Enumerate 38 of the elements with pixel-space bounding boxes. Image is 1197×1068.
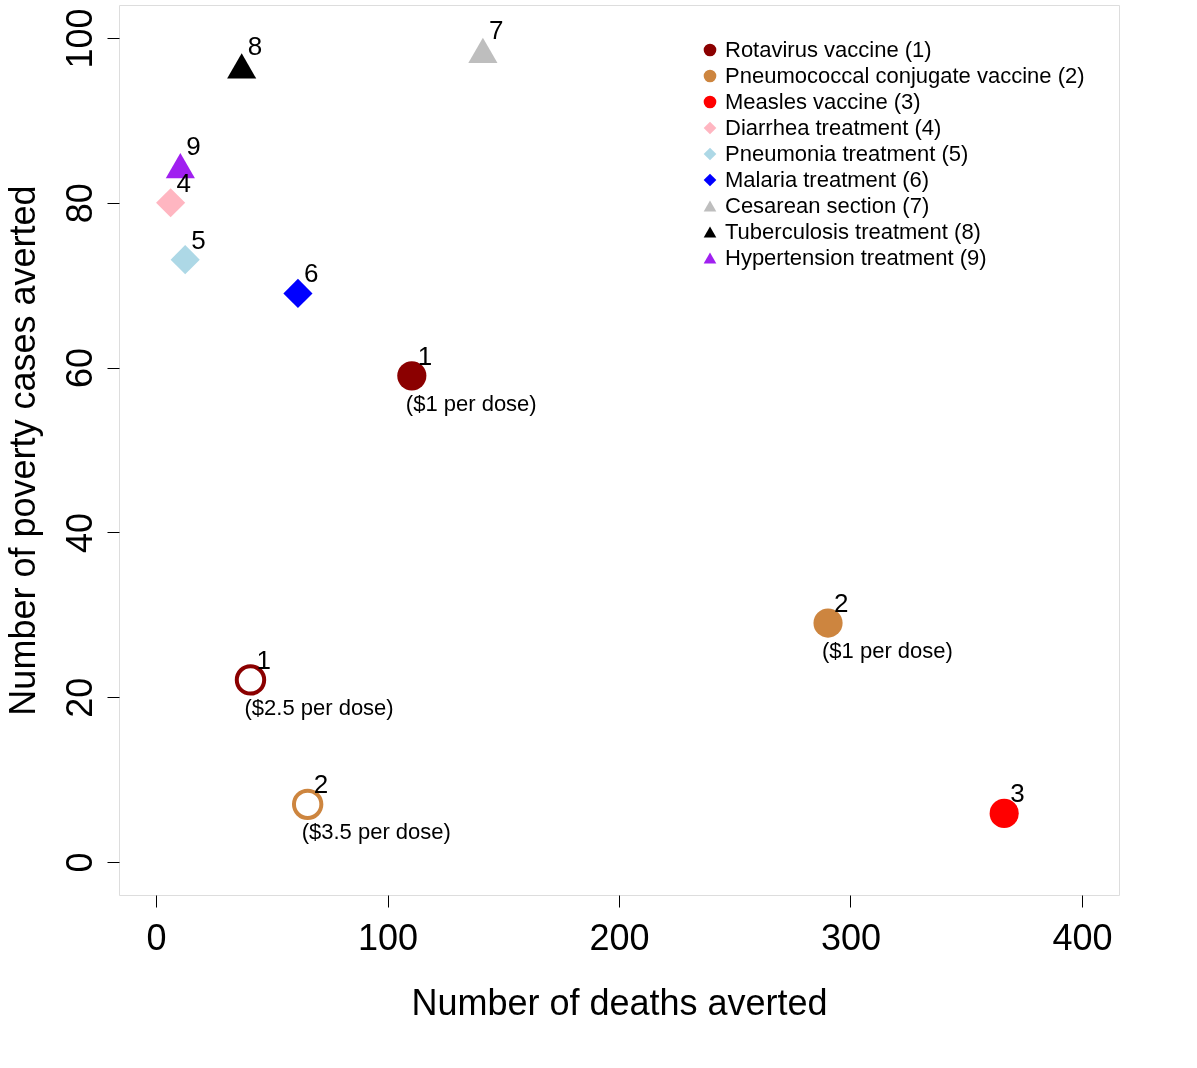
annotation: ($2.5 per dose): [244, 694, 394, 720]
legend-label: Diarrhea treatment (4): [725, 115, 942, 140]
x-tick-label: 400: [1052, 916, 1113, 958]
y-tick-label: 0: [58, 852, 100, 873]
x-tick-label: 200: [589, 916, 650, 958]
x-tick-label: 0: [146, 916, 167, 958]
annotation: 8: [247, 30, 263, 61]
legend-label: Cesarean section (7): [725, 193, 930, 218]
legend-label: Rotavirus vaccine (1): [725, 37, 932, 62]
x-tick-label: 300: [820, 916, 882, 958]
legend-label: Pneumococcal conjugate vaccine (2): [725, 63, 1085, 88]
legend-label: Malaria treatment (6): [725, 167, 930, 192]
annotation: 7: [488, 15, 504, 46]
legend-label: Tuberculosis treatment (8): [725, 219, 981, 244]
annotation: 1: [256, 644, 271, 675]
legend-label: Measles vaccine (3): [725, 89, 921, 114]
x-axis-title: Number of deaths averted: [411, 981, 828, 1023]
annotation: ($3.5 per dose): [301, 819, 451, 845]
annotation: ($1 per dose): [405, 390, 537, 416]
annotation: 6: [303, 258, 319, 289]
point: [468, 37, 498, 63]
annotation: 2: [313, 769, 329, 800]
annotation: 9: [186, 130, 201, 161]
annotation: 1: [417, 340, 433, 371]
annotation: 3: [1010, 778, 1025, 809]
y-tick-label: 80: [58, 183, 100, 224]
legend-label: Hypertension treatment (9): [725, 245, 987, 270]
annotation: 5: [191, 224, 206, 255]
y-tick-label: 20: [58, 677, 100, 718]
legend-label: Pneumonia treatment (5): [725, 141, 969, 166]
annotation: ($1 per dose): [822, 638, 953, 664]
y-tick-label: 60: [58, 348, 100, 389]
y-tick-label: 100: [58, 8, 100, 69]
annotation: 2: [834, 588, 849, 619]
x-tick-label: 100: [357, 916, 419, 958]
point: [227, 53, 257, 79]
y-axis-title: Number of poverty cases averted: [1, 185, 43, 716]
y-tick-label: 40: [58, 512, 100, 553]
